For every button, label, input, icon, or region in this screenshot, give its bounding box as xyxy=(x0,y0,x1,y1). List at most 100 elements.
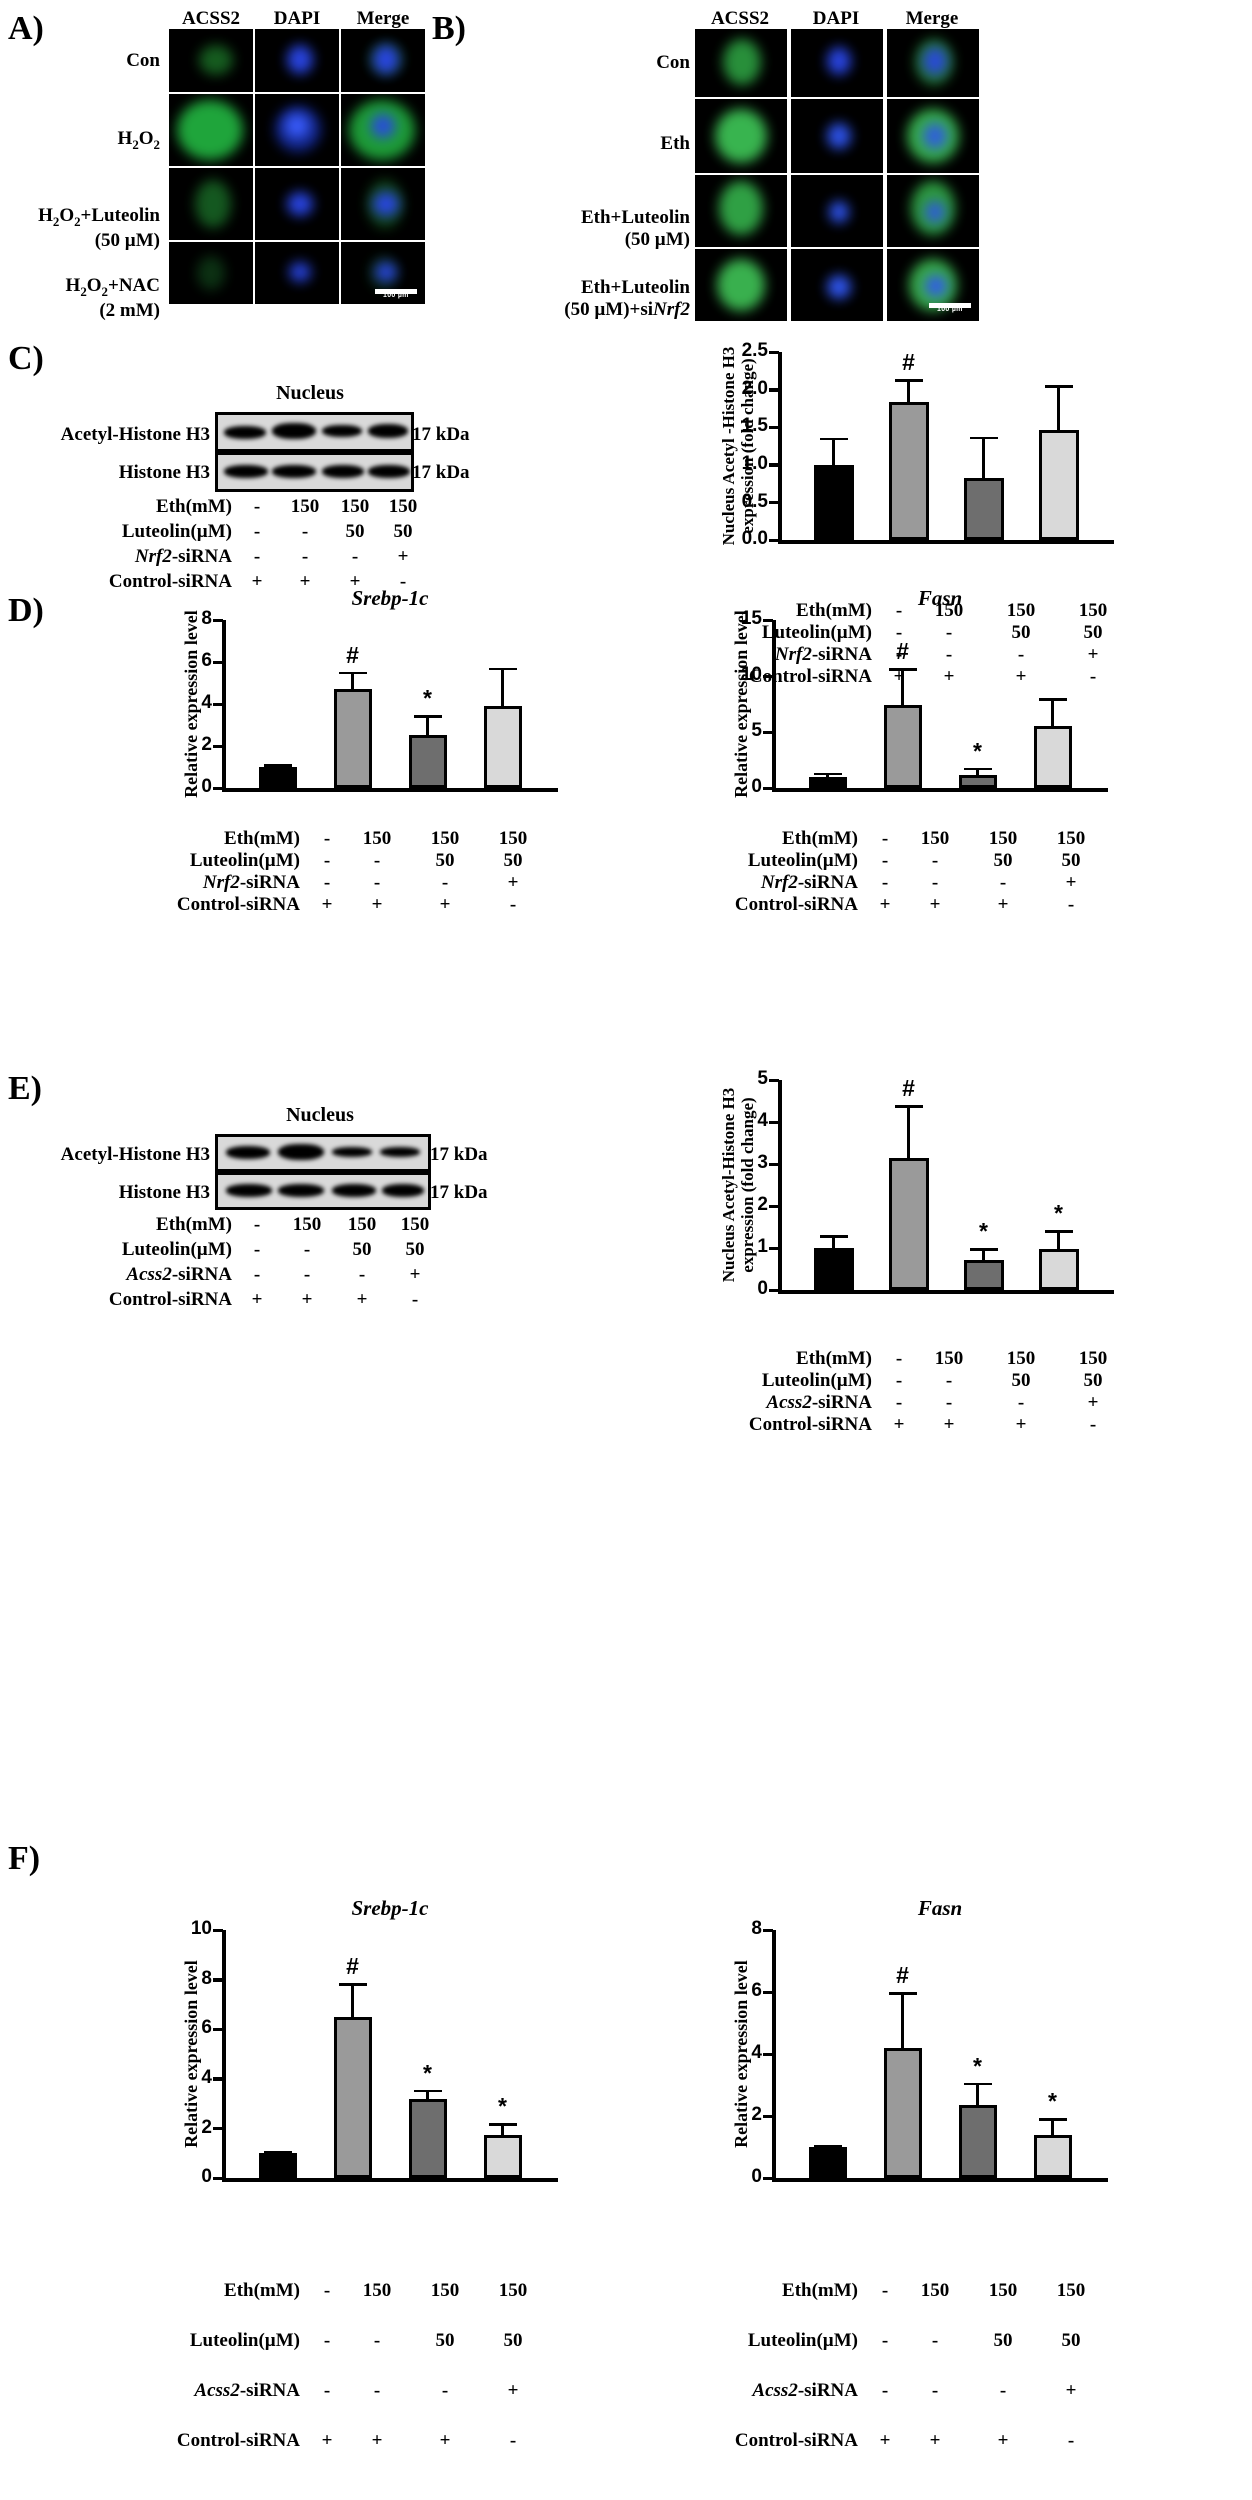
error-bar xyxy=(907,1105,910,1158)
significance-marker: # xyxy=(902,1075,915,1102)
panel-c-cond-val-r2c1: - xyxy=(253,521,261,542)
panel-d-left-val-r2c1: - xyxy=(323,850,331,871)
significance-marker: # xyxy=(896,638,909,665)
micrograph-b-r4-acss2 xyxy=(694,248,788,322)
significance-marker: * xyxy=(973,2052,982,2079)
panel-a-col-acss2: ACSS2 xyxy=(181,8,241,29)
y-tick-label: 6 xyxy=(201,2017,212,2039)
panel-f-left-val-r1c1: - xyxy=(323,2280,331,2301)
panel-c-chart-val-r2c2: - xyxy=(945,622,953,643)
error-bar-cap xyxy=(819,437,848,441)
chart-title: Srebp-1c xyxy=(351,1896,429,1920)
panel-c-cond-val-r3c3: - xyxy=(351,546,359,567)
panel-c-kda-1: 17 kDa xyxy=(412,424,470,445)
bar xyxy=(958,774,997,788)
significance-marker: * xyxy=(423,2059,432,2086)
error-bar-cap xyxy=(888,1992,917,1995)
error-bar-cap xyxy=(963,767,992,771)
panel-f-right-val-r4c4: - xyxy=(1067,2430,1075,2451)
panel-c-chart-cond-label-3: Nrf2-siRNA xyxy=(774,644,872,665)
chart-c-quant: 0.0 0.5 1.0 1.5 2.0 2.5 Nucleus Acetyl -Histon… xyxy=(700,340,1160,592)
panel-c-blot-title: Nucleus xyxy=(276,382,344,404)
y-tick xyxy=(763,2052,773,2056)
bar xyxy=(333,688,372,788)
panel-e-chart-val-r1c3: 150 xyxy=(1006,1348,1036,1369)
panel-f-right-val-r4c2: + xyxy=(929,2430,941,2451)
panel-d-left-val-r1c2: 150 xyxy=(362,828,392,849)
micrograph-a-r2-acss2 xyxy=(168,93,254,167)
y-tick-label: 0.0 xyxy=(741,528,768,550)
panel-d-left-cond-label-1: Eth(mM) xyxy=(224,828,300,849)
panel-c-cond-val-r1c3: 150 xyxy=(340,496,370,517)
panel-d-right-val-r1c1: - xyxy=(881,828,889,849)
y-tick xyxy=(213,618,223,622)
panel-d-right-val-r1c3: 150 xyxy=(988,828,1018,849)
y-tick-label: 15 xyxy=(740,608,762,630)
bar xyxy=(883,2047,922,2178)
error-bar xyxy=(426,2089,429,2099)
panel-f-right-val-r2c1: - xyxy=(881,2330,889,2351)
panel-e-chart-val-r4c3: + xyxy=(1015,1414,1027,1435)
y-axis xyxy=(222,1930,226,2178)
y-tick xyxy=(213,2027,223,2032)
panel-e-chart-val-r1c4: 150 xyxy=(1078,1348,1108,1369)
panel-e-blot-acetyl-h3 xyxy=(215,1134,431,1172)
y-tick-label: 0 xyxy=(757,1278,768,1300)
panel-d-right-val-r2c2: - xyxy=(931,850,939,871)
y-axis-title: Relative expression level xyxy=(731,1960,751,2148)
panel-f-left-val-r1c2: 150 xyxy=(362,2280,392,2301)
error-bar xyxy=(1051,2118,1054,2136)
y-tick-label: 10 xyxy=(740,664,762,686)
error-bar xyxy=(976,767,979,775)
panel-d-right-val-r4c4: - xyxy=(1067,894,1075,915)
panel-e-chart-cond-label-4: Control-siRNA xyxy=(748,1414,872,1435)
micrograph-b-r2-merge xyxy=(886,98,980,174)
micrograph-a-r4-merge: 100 µm xyxy=(340,241,426,305)
x-axis xyxy=(778,540,1114,544)
error-bar xyxy=(501,667,504,706)
panel-f-right-cond-label-2: Luteolin(µM) xyxy=(747,2330,858,2351)
micrograph-a-r3-acss2 xyxy=(168,167,254,241)
significance-marker: * xyxy=(973,737,982,764)
panel-f-right-val-r2c3: 50 xyxy=(993,2330,1013,2351)
bar xyxy=(483,705,522,788)
micrograph-b-r2-dapi xyxy=(790,98,884,174)
panel-f-left-val-r2c4: 50 xyxy=(503,2330,523,2351)
panel-d-right-val-r3c4: + xyxy=(1065,872,1077,893)
panel-e-chart-val-r4c4: - xyxy=(1089,1414,1097,1435)
y-tick-label: 8 xyxy=(201,1967,212,1989)
micrograph-a-r1-merge xyxy=(340,28,426,93)
micrograph-b-r1-merge xyxy=(886,28,980,98)
panel-letter-c: C) xyxy=(8,340,44,377)
panel-e-cond-val-r3c1: - xyxy=(253,1264,261,1285)
y-tick xyxy=(763,674,773,678)
panel-d-left-val-r4c3: + xyxy=(439,894,451,915)
panel-c-chart-val-r3c1: - xyxy=(895,644,903,665)
panel-d-right-val-r4c3: + xyxy=(997,894,1009,915)
y-tick xyxy=(769,500,779,505)
panel-d-left-cond-label-3: Nrf2-siRNA xyxy=(202,872,300,893)
panel-c-cond-val-r1c1: - xyxy=(253,496,261,517)
panel-f-right-cond-label-4: Control-siRNA xyxy=(734,2430,858,2451)
panel-f-left-val-r4c3: + xyxy=(439,2430,451,2451)
panel-e-cond-label-2: Luteolin(µM) xyxy=(121,1239,232,1260)
y-tick xyxy=(769,1288,779,1292)
panel-letter-d: D) xyxy=(8,592,44,629)
panel-d-left-val-r1c1: - xyxy=(323,828,331,849)
panel-c-cond-val-r3c1: - xyxy=(253,546,261,567)
significance-marker: # xyxy=(346,1953,359,1980)
panel-c-chart-val-r4c3: + xyxy=(1015,666,1027,687)
panel-f-left-cond-label-2: Luteolin(µM) xyxy=(189,2330,300,2351)
error-bar-cap xyxy=(1044,385,1073,388)
scale-bar-label-b: 100 µm xyxy=(937,306,963,313)
panel-e-cond-label-4: Control-siRNA xyxy=(108,1289,232,1310)
panel-c-cond-val-r2c2: - xyxy=(301,521,309,542)
panel-c-blot-row-label-1: Acetyl-Histone H3 xyxy=(60,424,210,445)
y-tick xyxy=(763,730,773,734)
bar xyxy=(1033,726,1072,788)
panel-c-blot-acetyl-h3 xyxy=(215,412,414,452)
y-tick-label: 0 xyxy=(201,776,212,798)
error-bar xyxy=(982,1248,985,1260)
panel-e-kda-2: 17 kDa xyxy=(430,1182,488,1203)
panel-f-left-val-r4c1: + xyxy=(321,2430,333,2451)
